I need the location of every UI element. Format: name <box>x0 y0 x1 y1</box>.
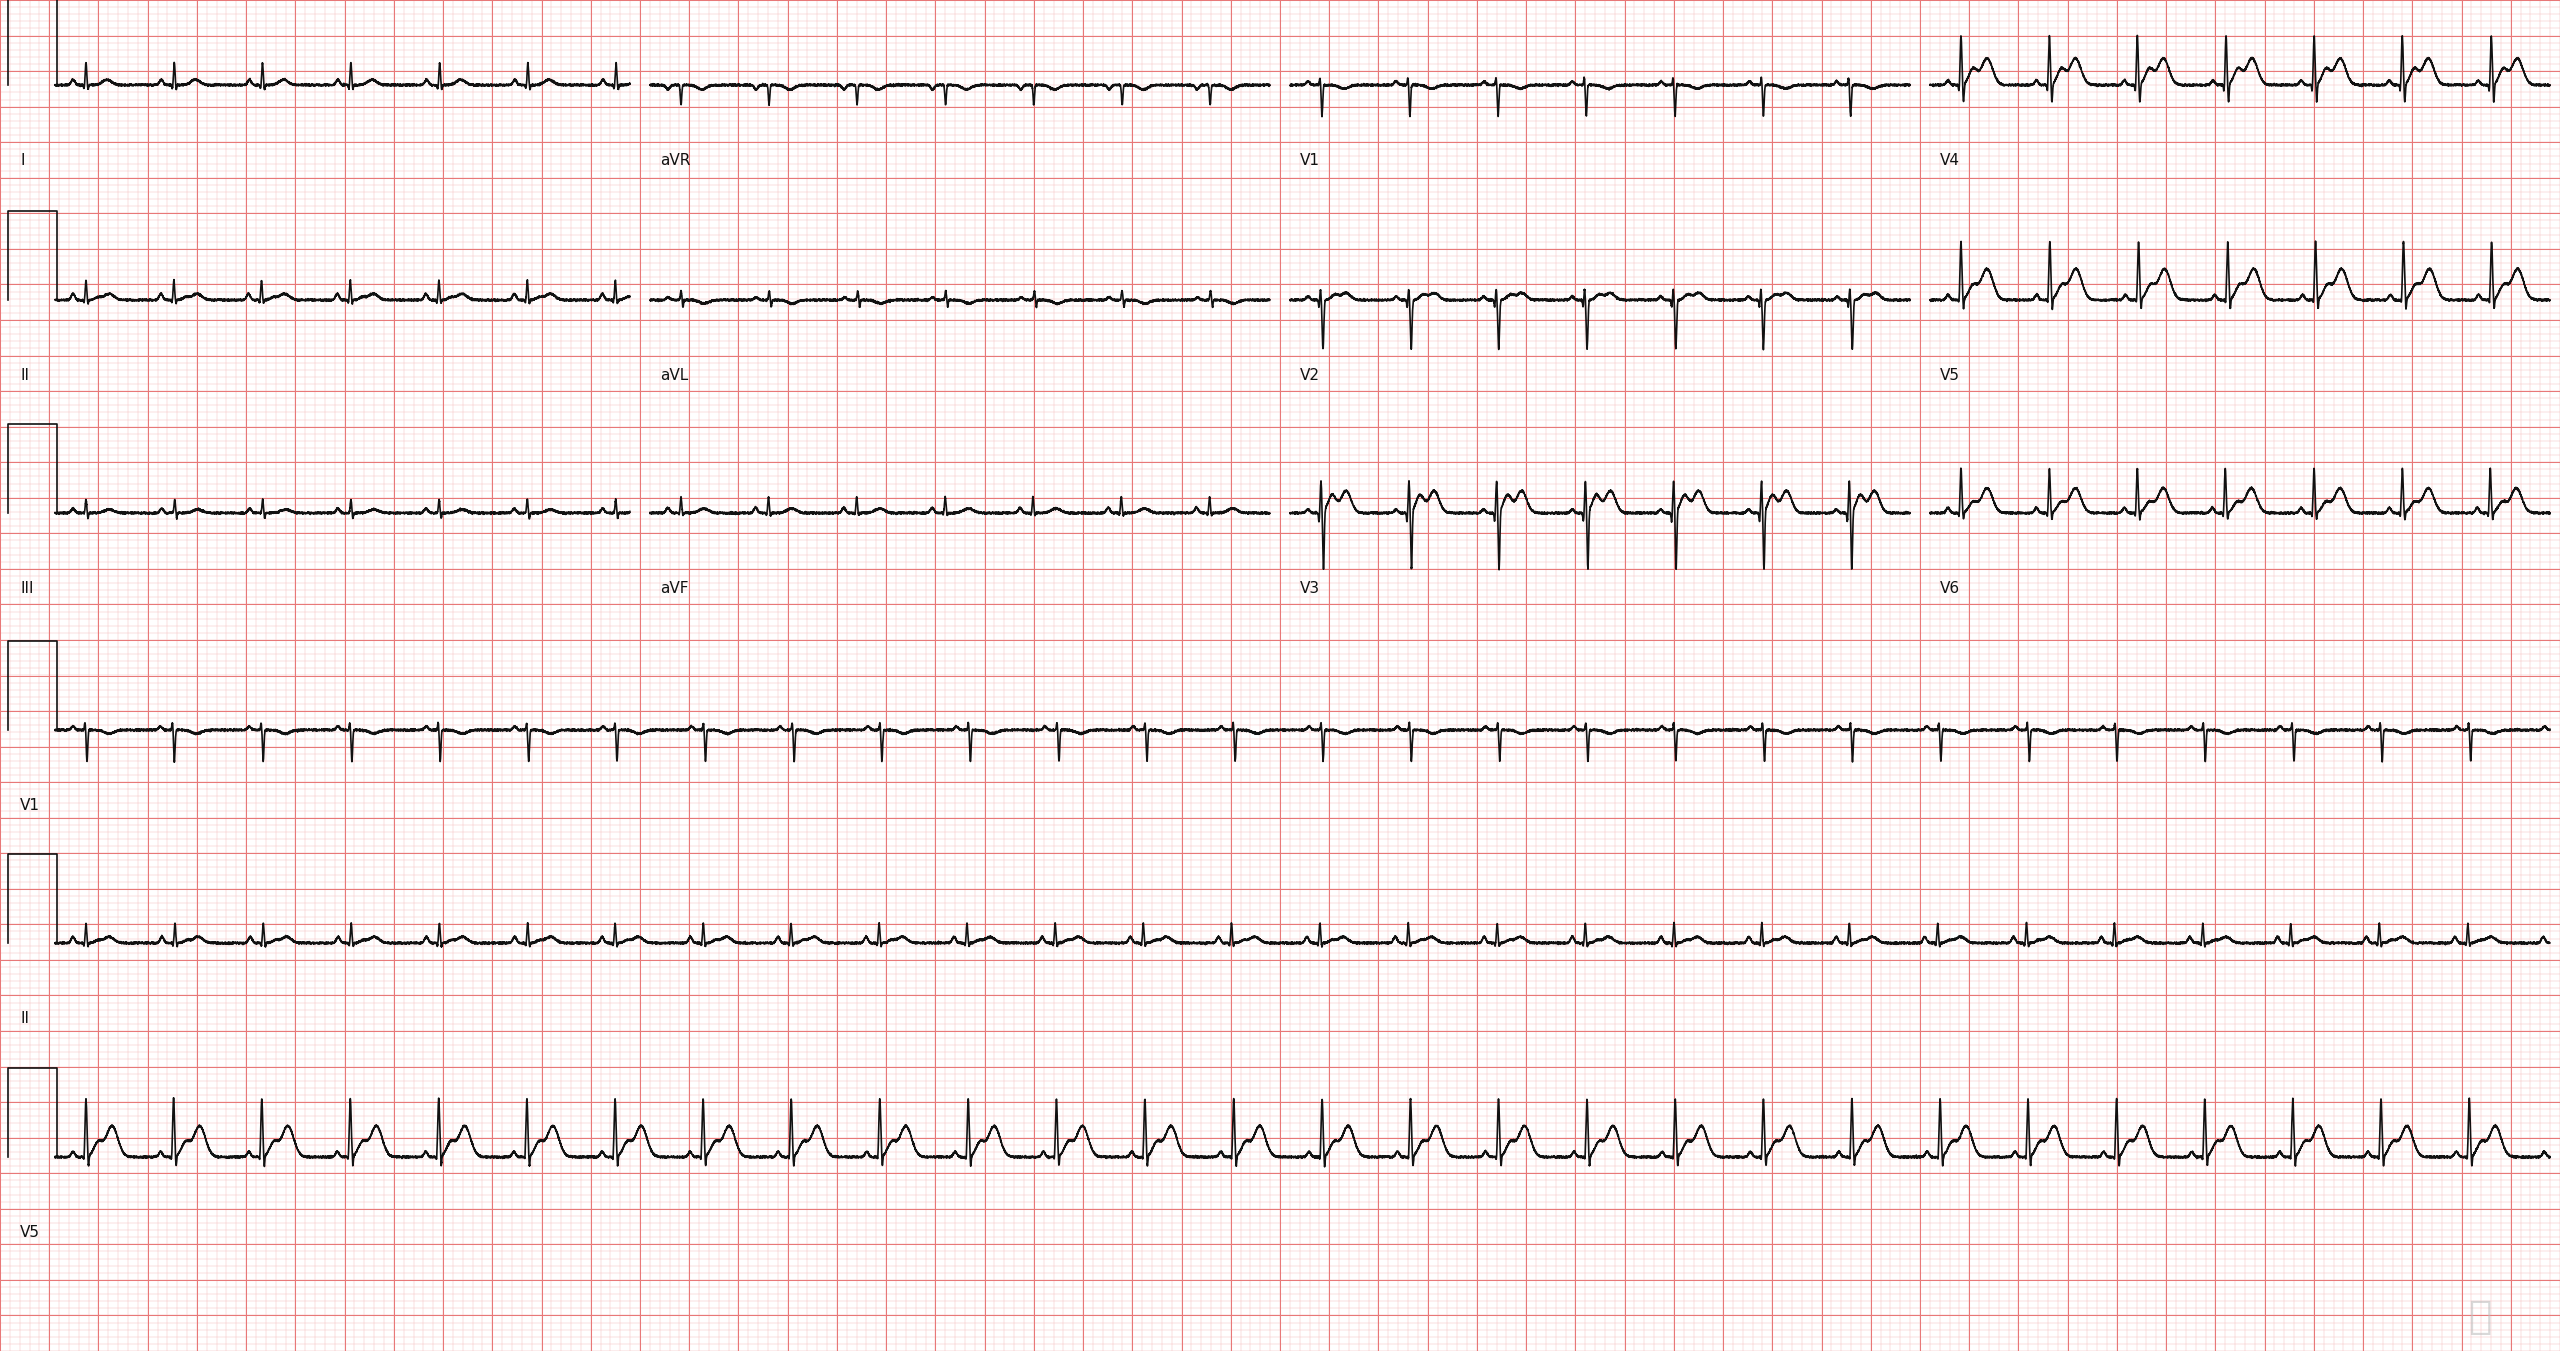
Text: I: I <box>20 153 26 168</box>
Text: II: II <box>20 367 28 382</box>
Text: aVF: aVF <box>660 581 689 596</box>
Text: aVR: aVR <box>660 153 691 168</box>
Text: V1: V1 <box>1300 153 1321 168</box>
Text: II: II <box>20 1011 28 1025</box>
Text: III: III <box>20 581 33 596</box>
Text: V6: V6 <box>1940 581 1961 596</box>
Text: V2: V2 <box>1300 367 1321 382</box>
Text: 🐂: 🐂 <box>2468 1298 2491 1336</box>
Text: V3: V3 <box>1300 581 1321 596</box>
Text: V5: V5 <box>20 1225 41 1240</box>
Text: aVL: aVL <box>660 367 689 382</box>
Text: V4: V4 <box>1940 153 1961 168</box>
Text: V5: V5 <box>1940 367 1961 382</box>
Text: V1: V1 <box>20 798 41 813</box>
